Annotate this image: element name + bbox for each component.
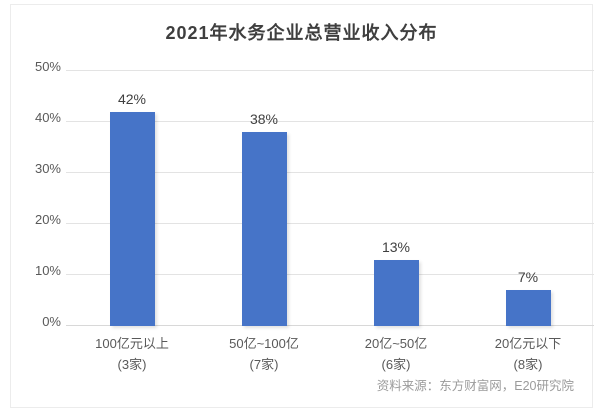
y-axis-tick-label: 30% (34, 161, 61, 176)
category-count: (7家) (249, 357, 279, 372)
gridline (66, 70, 594, 71)
x-axis-category-label: 20亿元以下 (8家) (462, 333, 594, 375)
x-axis-line (66, 325, 594, 326)
gridline (66, 172, 594, 173)
bar (241, 132, 287, 326)
y-axis-tick-label: 50% (34, 59, 61, 74)
bar (109, 111, 155, 326)
bar-chart-plot-area: 42% 38% 13% 7% (66, 70, 594, 326)
bar-value-label: 13% (381, 238, 411, 255)
category-count: (8家) (513, 357, 543, 372)
bar-column: 38% (198, 71, 330, 326)
y-axis-tick-label: 40% (34, 110, 61, 125)
bar-value-label: 38% (249, 111, 279, 128)
category-name: 100亿元以上 (95, 336, 169, 351)
bar-column: 7% (462, 71, 594, 326)
x-axis-category-label: 100亿元以上 (3家) (66, 333, 198, 375)
bar-value-label: 42% (117, 90, 147, 107)
chart-card: 2021年水务企业总营业收入分布 0% 10% 20% 30% 40% 50% 42% 38… (10, 4, 594, 408)
chart-title: 2021年水务企业总营业收入分布 (165, 23, 438, 43)
bar-column: 13% (330, 71, 462, 326)
bar (373, 259, 419, 326)
bar-value-label: 7% (517, 269, 539, 286)
y-axis-tick-label: 20% (34, 212, 61, 227)
x-axis-category-labels: 100亿元以上 (3家) 50亿~100亿 (7家) 20亿~50亿 (6家) 20亿元以下… (66, 333, 594, 375)
category-name: 20亿~50亿 (364, 336, 428, 351)
category-name: 50亿~100亿 (229, 336, 299, 351)
category-name: 20亿元以下 (494, 336, 562, 351)
gridline (66, 223, 594, 224)
y-axis-tick-label: 10% (34, 263, 61, 278)
gridline (66, 121, 594, 122)
gridline (66, 274, 594, 275)
bar-column: 42% (66, 71, 198, 326)
bar-columns: 42% 38% 13% 7% (66, 71, 594, 326)
x-axis-category-label: 50亿~100亿 (7家) (198, 333, 330, 375)
category-count: (3家) (117, 357, 147, 372)
x-axis-category-label: 20亿~50亿 (6家) (330, 333, 462, 375)
source-note: 资料来源：东方财富网，E20研究院 (376, 379, 574, 393)
category-count: (6家) (381, 357, 411, 372)
bar (505, 290, 551, 326)
y-axis-tick-label: 0% (42, 314, 61, 329)
